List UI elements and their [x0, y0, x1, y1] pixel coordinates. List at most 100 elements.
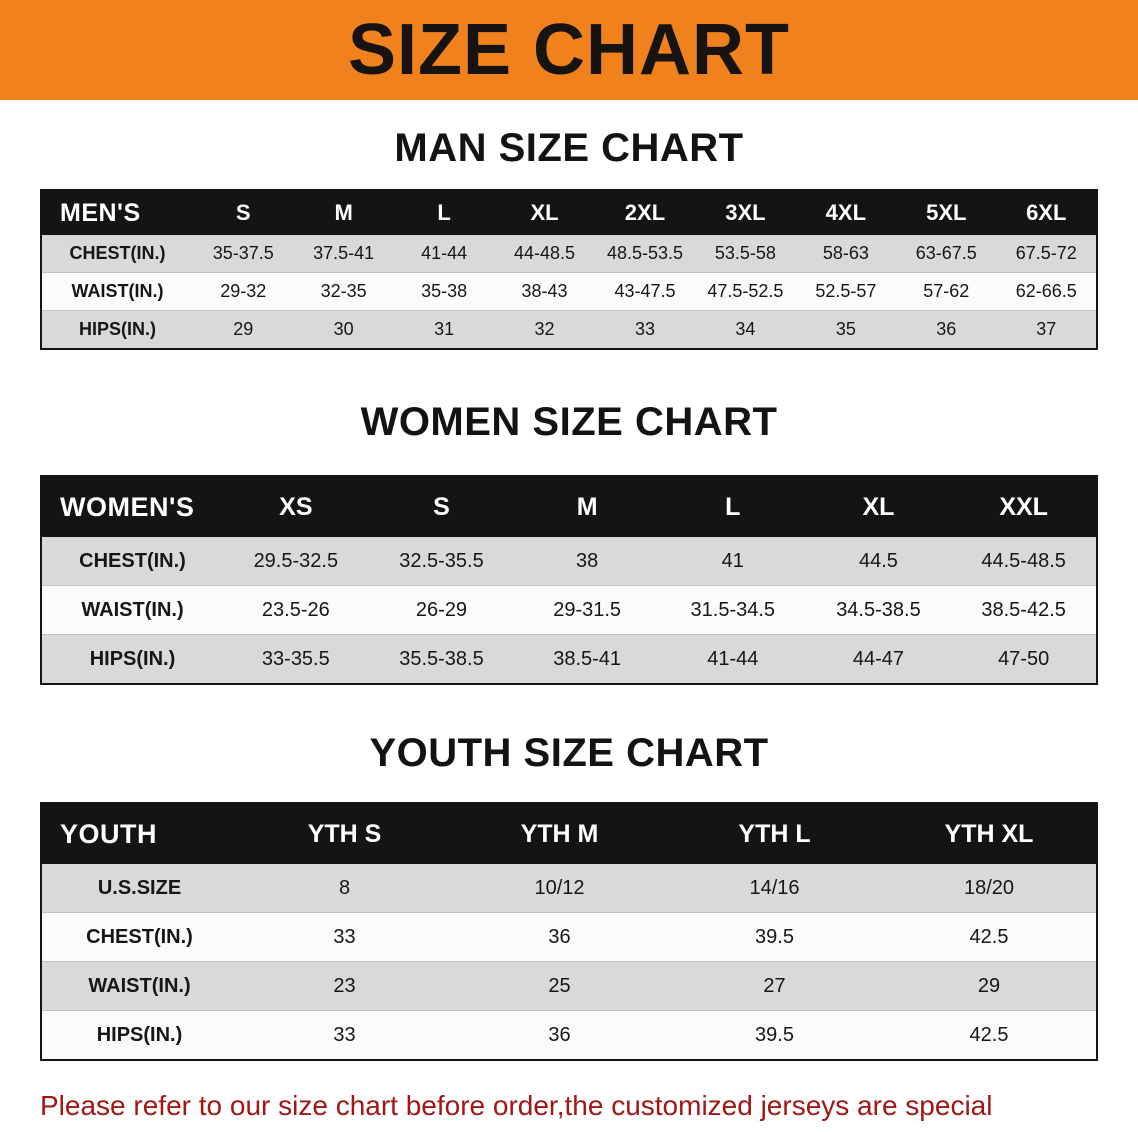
size-cell: 33	[634, 319, 655, 339]
size-cell: 30	[333, 319, 354, 339]
size-cell: 38.5-42.5	[951, 585, 1097, 635]
size-cell: 58-63	[795, 235, 897, 273]
size-cell: 38	[514, 537, 660, 586]
size-cell: 38-43	[494, 272, 595, 311]
column-header: M	[293, 190, 394, 235]
table-row: CHEST(IN.) 29.5-32.5 32.5-35.5 38 41 44.…	[41, 537, 1097, 586]
men-section-heading: MAN SIZE CHART	[394, 126, 744, 170]
women-size-table: WOMEN'S XS S M L XL XXL CHEST(IN.) 29.5-…	[40, 475, 1098, 685]
table-row: WAIST(IN.) 29-32 32-35 35-38 38-43 43-47…	[41, 272, 1097, 311]
size-cell: 53.5-58	[695, 235, 796, 273]
women-section: WOMEN SIZE CHART WOMEN'S XS S M L XL XXL	[0, 400, 1138, 685]
column-header: XXL	[951, 476, 1097, 537]
size-cell: 35-38	[393, 272, 495, 311]
footer-notice: Please refer to our size chart before or…	[40, 1087, 1100, 1132]
size-cell: 39.5	[667, 912, 882, 962]
youth-size-table: YOUTH YTH S YTH M YTH L YTH XL U.S.SIZE …	[40, 802, 1098, 1061]
size-cell: 36	[548, 1023, 571, 1046]
size-cell: 44-48.5	[494, 235, 595, 273]
size-cell: 44.5	[805, 537, 952, 586]
men-section: MAN SIZE CHART MEN'S S M L XL 2XL 3XL 4X…	[0, 126, 1138, 350]
size-cell: 31	[434, 319, 455, 339]
size-cell: 27	[667, 961, 882, 1011]
youth-corner-label: YOUTH	[41, 803, 237, 864]
notice-line-1: Please refer to our size chart before or…	[40, 1090, 993, 1132]
column-header: YTH S	[237, 803, 452, 864]
size-cell: 10/12	[452, 864, 667, 913]
size-cell: 26-29	[368, 585, 515, 635]
size-cell: 39.5	[755, 1023, 794, 1046]
table-row: CHEST(IN.) 35-37.5 37.5-41 41-44 44-48.5…	[41, 235, 1097, 273]
row-label: U.S.SIZE	[41, 864, 237, 913]
size-cell: 14/16	[667, 864, 882, 913]
size-cell: 33	[333, 1023, 356, 1046]
size-cell: 38.5-41	[553, 647, 622, 670]
size-cell: 41	[659, 537, 806, 586]
table-row: WAIST(IN.) 23 25 27 29	[41, 961, 1097, 1011]
size-cell: 34.5-38.5	[805, 585, 952, 635]
women-section-heading: WOMEN SIZE CHART	[360, 400, 778, 444]
size-cell: 57-62	[896, 272, 997, 311]
table-row: HIPS(IN.) 33-35.5 35.5-38.5 38.5-41 41-4…	[41, 634, 1097, 684]
size-cell: 35.5-38.5	[399, 647, 484, 670]
youth-header-row: YOUTH YTH S YTH M YTH L YTH XL	[41, 803, 1097, 864]
size-cell: 44.5-48.5	[951, 537, 1097, 586]
row-label: HIPS(IN.)	[78, 319, 156, 339]
column-header: 4XL	[795, 190, 897, 235]
size-cell: 32.5-35.5	[368, 537, 515, 586]
size-cell: 42.5	[969, 1023, 1009, 1046]
size-cell: 29-32	[193, 272, 294, 311]
size-cell: 31.5-34.5	[659, 585, 806, 635]
size-cell: 52.5-57	[795, 272, 897, 311]
column-header: YTH M	[452, 803, 667, 864]
table-row: HIPS(IN.) 33 36 39.5 42.5	[41, 1010, 1097, 1060]
column-header: XS	[223, 476, 369, 537]
size-cell: 44-47	[852, 647, 905, 670]
size-cell: 48.5-53.5	[594, 235, 696, 273]
column-header: L	[659, 476, 806, 537]
column-header: YTH L	[667, 803, 882, 864]
column-header: S	[193, 190, 294, 235]
column-header: 5XL	[896, 190, 997, 235]
column-header: 3XL	[695, 190, 796, 235]
size-cell: 41-44	[707, 647, 759, 670]
column-header: 6XL	[996, 190, 1097, 235]
youth-section: YOUTH SIZE CHART YOUTH YTH S YTH M YTH L…	[0, 731, 1138, 1061]
size-cell: 23.5-26	[223, 585, 369, 635]
row-label: WAIST(IN.)	[41, 585, 223, 635]
row-label: WAIST(IN.)	[41, 961, 237, 1011]
women-corner-label: WOMEN'S	[41, 476, 223, 537]
women-header-row: WOMEN'S XS S M L XL XXL	[41, 476, 1097, 537]
column-header: M	[514, 476, 660, 537]
row-label: CHEST(IN.)	[41, 537, 223, 586]
size-cell: 37.5-41	[293, 235, 394, 273]
size-cell: 29	[233, 319, 254, 339]
size-cell: 34	[735, 319, 756, 339]
size-cell: 29-31.5	[514, 585, 660, 635]
size-cell: 41-44	[393, 235, 495, 273]
size-cell: 42.5	[882, 912, 1097, 962]
size-cell: 47.5-52.5	[695, 272, 796, 311]
size-cell: 43-47.5	[594, 272, 696, 311]
column-header: S	[368, 476, 515, 537]
table-row: U.S.SIZE 8 10/12 14/16 18/20	[41, 864, 1097, 913]
column-header: XL	[805, 476, 952, 537]
youth-section-heading: YOUTH SIZE CHART	[369, 731, 769, 775]
size-cell: 33-35.5	[261, 647, 330, 670]
size-cell: 63-67.5	[896, 235, 997, 273]
size-cell: 32	[534, 319, 555, 339]
size-cell: 47-50	[998, 647, 1050, 670]
size-cell: 67.5-72	[996, 235, 1097, 273]
size-cell: 35-37.5	[193, 235, 294, 273]
size-cell: 37	[1036, 319, 1057, 339]
table-row: WAIST(IN.) 23.5-26 26-29 29-31.5 31.5-34…	[41, 585, 1097, 635]
size-cell: 35	[835, 319, 856, 339]
column-header: 2XL	[594, 190, 696, 235]
size-cell: 62-66.5	[996, 272, 1097, 311]
size-cell: 33	[237, 912, 452, 962]
size-cell: 29.5-32.5	[223, 537, 369, 586]
row-label: CHEST(IN.)	[41, 912, 237, 962]
column-header: L	[393, 190, 495, 235]
men-corner-label: MEN'S	[41, 190, 193, 235]
